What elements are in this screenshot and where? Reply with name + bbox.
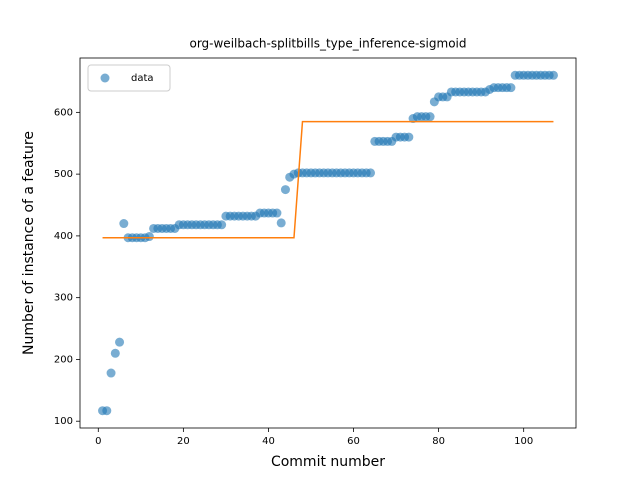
data-point	[119, 219, 129, 229]
data-point	[272, 208, 282, 218]
data-point	[276, 218, 286, 228]
x-tick-label: 0	[95, 436, 101, 447]
data-point	[506, 83, 516, 93]
data-point	[548, 70, 558, 80]
chart-title: org-weilbach-splitbills_type_inference-s…	[189, 37, 466, 51]
x-tick-label: 80	[432, 436, 445, 447]
data-point	[366, 168, 376, 178]
data-point	[217, 220, 227, 230]
y-tick-label: 400	[54, 231, 73, 242]
data-point	[404, 132, 414, 142]
x-tick-label: 20	[177, 436, 190, 447]
axes-frame	[79, 57, 577, 429]
legend-label: data	[131, 73, 154, 84]
data-point	[280, 185, 290, 195]
x-tick-label: 60	[347, 436, 360, 447]
y-tick-label: 500	[54, 169, 73, 180]
x-tick-label: 100	[514, 436, 533, 447]
data-point	[102, 406, 112, 416]
y-tick-label: 600	[54, 107, 73, 118]
x-axis-label: Commit number	[271, 454, 385, 470]
y-axis-label: Number of instance of a feature	[21, 131, 37, 355]
legend-marker	[100, 73, 110, 83]
y-tick-label: 200	[54, 354, 73, 365]
data-point	[425, 112, 435, 122]
data-point	[106, 368, 116, 378]
x-tick-label: 40	[262, 436, 275, 447]
data-point	[110, 348, 120, 358]
line-series	[102, 120, 554, 239]
y-tick-label: 100	[54, 416, 73, 427]
legend-box	[87, 64, 171, 92]
data-point	[144, 232, 154, 242]
y-tick-label: 300	[54, 293, 73, 304]
data-point	[115, 337, 125, 347]
